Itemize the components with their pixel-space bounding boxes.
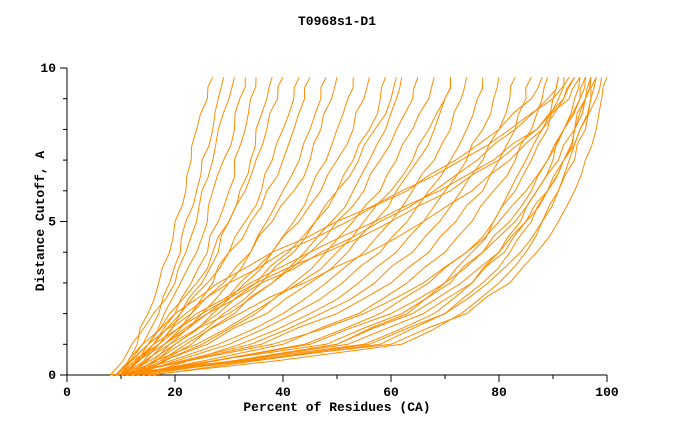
y-tick-label: 0 bbox=[48, 368, 56, 383]
y-tick-label: 5 bbox=[48, 215, 56, 230]
x-tick-label: 100 bbox=[595, 385, 619, 400]
model-curve bbox=[115, 76, 214, 376]
x-tick-label: 40 bbox=[275, 385, 291, 400]
model-curve bbox=[126, 76, 300, 376]
model-curve bbox=[120, 76, 576, 376]
x-axis-label: Percent of Residues (CA) bbox=[243, 400, 431, 415]
model-curve bbox=[126, 76, 516, 376]
model-curve bbox=[153, 77, 592, 376]
x-tick-label: 0 bbox=[63, 385, 71, 400]
x-tick-label: 80 bbox=[491, 385, 507, 400]
model-curve bbox=[131, 77, 592, 376]
model-curve bbox=[126, 77, 435, 376]
model-curve bbox=[142, 77, 403, 376]
model-curve bbox=[120, 77, 543, 376]
model-curve bbox=[120, 77, 257, 376]
model-curve bbox=[142, 77, 597, 376]
model-curve bbox=[126, 77, 246, 376]
model-curve bbox=[136, 77, 451, 376]
model-curve bbox=[120, 77, 370, 376]
model-curve bbox=[120, 77, 586, 376]
model-curve bbox=[115, 76, 284, 376]
model-curve bbox=[110, 76, 586, 376]
model-curve bbox=[131, 77, 559, 376]
model-curve bbox=[115, 76, 570, 376]
model-curve bbox=[147, 76, 597, 376]
model-curve bbox=[115, 77, 608, 376]
model-curve bbox=[120, 77, 397, 376]
model-curve bbox=[131, 77, 484, 376]
model-curve bbox=[120, 77, 565, 376]
model-curve bbox=[137, 77, 581, 376]
x-tick-label: 60 bbox=[383, 385, 399, 400]
model-curve bbox=[131, 76, 327, 376]
y-tick-label: 10 bbox=[40, 61, 56, 76]
model-curve bbox=[131, 77, 549, 376]
model-curve bbox=[136, 76, 576, 376]
model-curve bbox=[109, 77, 235, 376]
chart-title: T0968s1-D1 bbox=[297, 14, 376, 29]
x-tick-label: 20 bbox=[167, 385, 183, 400]
model-curve bbox=[131, 77, 559, 376]
model-curve bbox=[125, 76, 581, 376]
model-curve bbox=[115, 77, 338, 376]
model-curve bbox=[115, 76, 532, 376]
model-curve bbox=[120, 76, 311, 376]
model-curve bbox=[120, 77, 225, 376]
